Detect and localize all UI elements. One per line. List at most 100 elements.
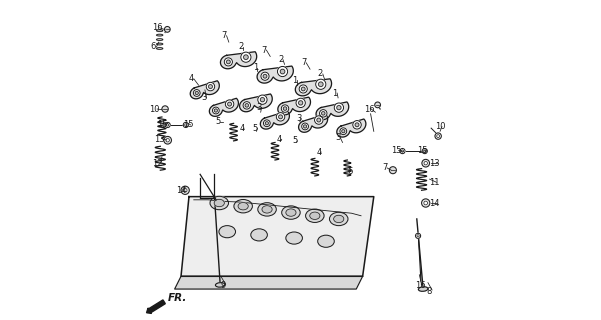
Circle shape — [162, 106, 168, 112]
Text: 7: 7 — [301, 58, 307, 67]
Text: 10: 10 — [435, 122, 445, 131]
Circle shape — [215, 109, 218, 112]
Text: 13: 13 — [429, 159, 439, 168]
Text: 14: 14 — [429, 198, 439, 207]
Ellipse shape — [310, 212, 320, 220]
Circle shape — [281, 105, 288, 112]
Ellipse shape — [156, 30, 163, 32]
Circle shape — [245, 104, 249, 107]
Text: 16: 16 — [415, 281, 426, 290]
Text: 15: 15 — [391, 146, 401, 155]
Circle shape — [279, 115, 282, 119]
Ellipse shape — [258, 203, 276, 216]
Text: 15: 15 — [183, 120, 194, 130]
Circle shape — [301, 87, 305, 91]
Circle shape — [195, 92, 198, 94]
Circle shape — [424, 150, 426, 152]
Text: 8: 8 — [427, 287, 432, 296]
Circle shape — [375, 102, 380, 108]
Circle shape — [260, 98, 264, 102]
Circle shape — [317, 118, 321, 122]
Ellipse shape — [219, 226, 236, 238]
Text: 4: 4 — [189, 74, 194, 83]
Text: 2: 2 — [318, 69, 323, 78]
Polygon shape — [221, 52, 257, 69]
Ellipse shape — [214, 199, 224, 207]
Circle shape — [316, 79, 326, 89]
Ellipse shape — [238, 203, 248, 210]
Circle shape — [183, 188, 187, 192]
Text: 7: 7 — [221, 31, 227, 40]
Ellipse shape — [210, 196, 228, 210]
Circle shape — [423, 148, 427, 154]
Text: 16: 16 — [152, 23, 162, 32]
Circle shape — [400, 148, 405, 154]
Text: 13: 13 — [154, 135, 165, 144]
Text: 5: 5 — [293, 136, 297, 145]
Text: 2: 2 — [278, 55, 283, 64]
Polygon shape — [175, 276, 362, 289]
Ellipse shape — [286, 232, 302, 244]
Ellipse shape — [318, 235, 334, 247]
Circle shape — [263, 74, 267, 78]
Text: FR.: FR. — [168, 293, 188, 303]
Circle shape — [225, 100, 234, 108]
Circle shape — [265, 122, 269, 125]
Polygon shape — [295, 79, 332, 96]
Polygon shape — [337, 119, 366, 137]
Polygon shape — [181, 197, 374, 276]
Circle shape — [280, 69, 285, 74]
Circle shape — [337, 106, 341, 110]
Circle shape — [194, 90, 200, 96]
Circle shape — [334, 103, 344, 112]
Text: 4: 4 — [316, 148, 322, 156]
Text: 3: 3 — [335, 133, 341, 142]
Circle shape — [278, 67, 288, 76]
Circle shape — [241, 52, 251, 62]
Polygon shape — [209, 98, 239, 116]
Circle shape — [283, 107, 287, 110]
Circle shape — [243, 102, 251, 109]
Text: 3: 3 — [201, 93, 207, 102]
Ellipse shape — [156, 34, 163, 36]
Circle shape — [258, 95, 267, 104]
Circle shape — [421, 199, 430, 207]
Text: 15: 15 — [417, 146, 428, 155]
Circle shape — [185, 124, 187, 126]
Circle shape — [228, 102, 231, 106]
Polygon shape — [257, 66, 293, 83]
Polygon shape — [260, 111, 290, 129]
Circle shape — [227, 60, 230, 64]
Ellipse shape — [156, 43, 163, 45]
Circle shape — [224, 58, 233, 66]
Circle shape — [424, 162, 427, 165]
Text: 12: 12 — [153, 159, 163, 168]
Text: 1: 1 — [252, 63, 258, 72]
Circle shape — [165, 123, 170, 127]
Circle shape — [302, 123, 308, 130]
Text: 10: 10 — [148, 105, 159, 114]
Text: 7: 7 — [382, 164, 388, 172]
Text: 6: 6 — [347, 167, 353, 176]
Text: 11: 11 — [429, 178, 439, 187]
Text: 7: 7 — [261, 45, 267, 55]
Circle shape — [401, 150, 404, 152]
Ellipse shape — [334, 215, 344, 223]
Polygon shape — [299, 114, 328, 132]
Text: 1: 1 — [332, 89, 338, 98]
Circle shape — [166, 124, 169, 126]
Circle shape — [164, 136, 171, 144]
Text: 2: 2 — [238, 42, 243, 52]
Ellipse shape — [156, 39, 163, 40]
Text: 4: 4 — [277, 135, 282, 144]
Ellipse shape — [215, 283, 225, 287]
Circle shape — [342, 130, 345, 133]
Text: 1: 1 — [293, 76, 297, 85]
Circle shape — [417, 235, 419, 237]
Text: 5: 5 — [215, 117, 221, 126]
Circle shape — [296, 98, 305, 108]
Circle shape — [424, 201, 427, 205]
Ellipse shape — [262, 206, 272, 213]
Circle shape — [166, 139, 169, 142]
Polygon shape — [316, 102, 349, 120]
